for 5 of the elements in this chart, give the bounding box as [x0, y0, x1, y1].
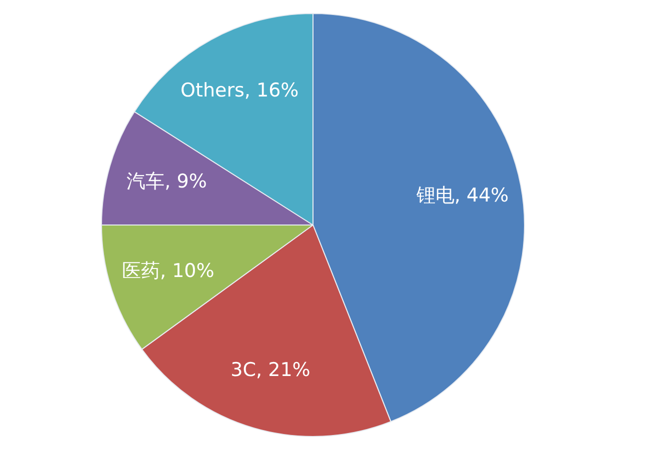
slice-label: Others, 16%	[180, 79, 299, 102]
slice-label: 汽车, 9%	[126, 170, 207, 192]
slice-label: 3C, 21%	[230, 359, 310, 382]
slice-label: 锂电, 44%	[415, 184, 509, 206]
slice-label: 医药, 10%	[122, 260, 214, 282]
